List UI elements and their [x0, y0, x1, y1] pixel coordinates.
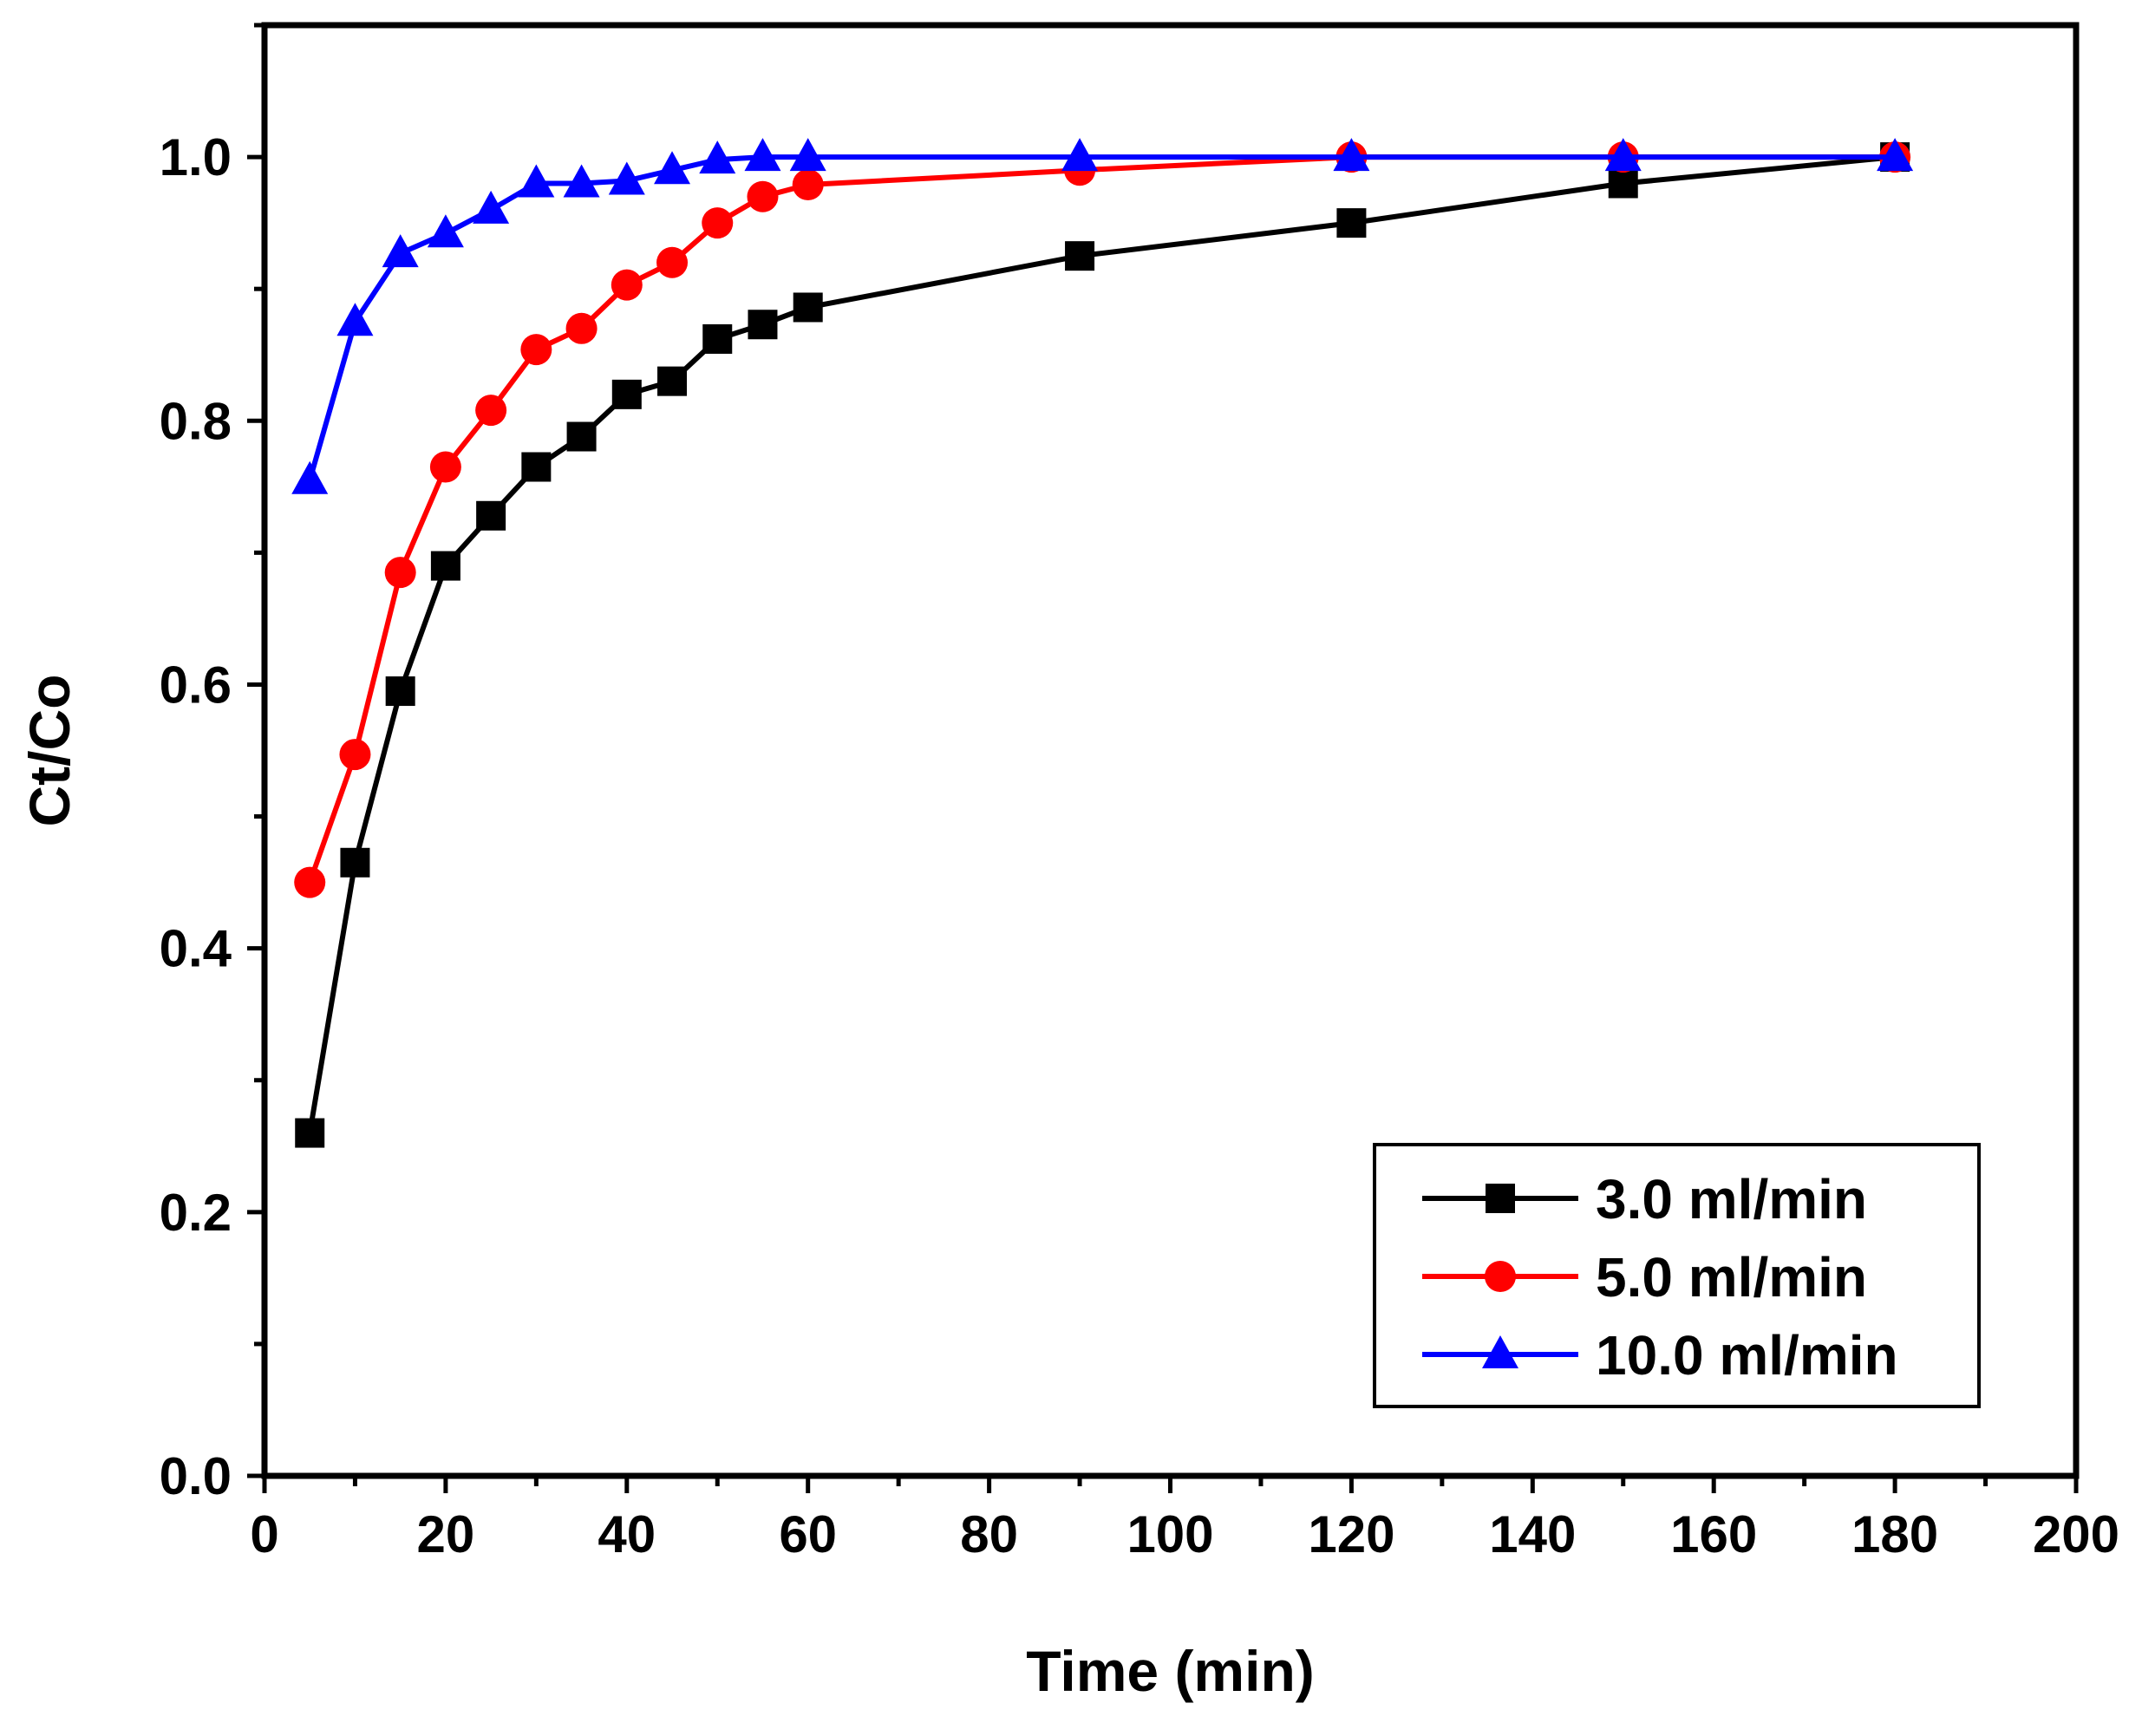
data-point	[336, 303, 374, 336]
x-tick-label: 100	[1127, 1505, 1213, 1563]
data-point	[656, 246, 689, 278]
data-point	[611, 379, 642, 409]
data-point	[521, 452, 552, 482]
x-tick-label: 180	[1851, 1505, 1938, 1563]
data-point	[744, 138, 781, 172]
y-tick-label: 0.4	[160, 920, 232, 978]
data-point	[339, 739, 371, 771]
y-tick-label: 0.6	[160, 656, 232, 714]
data-point	[747, 180, 779, 212]
data-point	[384, 557, 416, 589]
legend-item: 5.0 ml/min	[1422, 1246, 1867, 1309]
data-point	[789, 138, 826, 172]
data-point	[295, 1118, 325, 1148]
data-point	[654, 151, 691, 185]
data-point	[430, 551, 460, 581]
data-point	[1061, 138, 1099, 172]
data-point	[291, 460, 329, 494]
legend: 3.0 ml/min 5.0 ml/min 10.0 ml/min	[1373, 1143, 1981, 1408]
data-point	[563, 164, 600, 198]
y-tick-label: 1.0	[160, 128, 232, 186]
data-point	[520, 334, 552, 366]
series-line	[307, 154, 1896, 481]
data-point	[608, 161, 645, 195]
y-tick-label: 0.2	[160, 1184, 232, 1242]
y-tick-label: 0.8	[160, 392, 232, 450]
data-point	[429, 451, 461, 483]
y-tick-label: 0.0	[160, 1447, 232, 1505]
data-point	[702, 207, 734, 239]
x-tick-label: 200	[2033, 1505, 2119, 1563]
series-3	[291, 138, 1914, 494]
data-point	[1336, 208, 1367, 238]
x-tick-label: 140	[1489, 1505, 1576, 1563]
data-point	[427, 214, 464, 248]
data-point	[382, 234, 419, 268]
data-point	[340, 847, 370, 878]
data-point	[1877, 138, 1914, 172]
legend-label: 10.0 ml/min	[1596, 1324, 1898, 1387]
x-tick-label: 40	[598, 1505, 656, 1563]
data-point	[565, 312, 598, 344]
legend-marker	[1486, 1184, 1515, 1213]
x-tick-label: 80	[960, 1505, 1018, 1563]
legend-item: 10.0 ml/min	[1422, 1324, 1898, 1387]
data-point	[792, 169, 824, 201]
data-point	[566, 421, 597, 452]
data-point	[476, 500, 506, 531]
x-axis-title: Time (min)	[1026, 1639, 1314, 1703]
x-tick-label: 60	[779, 1505, 837, 1563]
legend-label: 3.0 ml/min	[1596, 1168, 1867, 1230]
legend-label: 5.0 ml/min	[1596, 1246, 1867, 1309]
series-line	[307, 154, 1896, 1134]
data-point	[611, 269, 643, 301]
series-1	[295, 142, 1910, 1148]
data-point	[475, 395, 507, 427]
legend-item: 3.0 ml/min	[1422, 1168, 1867, 1230]
data-point	[702, 323, 733, 354]
data-point	[1604, 138, 1642, 172]
data-point	[657, 366, 688, 396]
series-line	[307, 154, 1896, 884]
y-axis-title: Ct/Co	[17, 675, 82, 827]
data-point	[1333, 138, 1370, 172]
legend-marker	[1485, 1261, 1516, 1292]
data-point	[793, 292, 823, 323]
data-point	[699, 140, 736, 174]
x-tick-label: 120	[1308, 1505, 1394, 1563]
data-point	[1065, 241, 1095, 271]
data-point	[473, 190, 510, 224]
data-point	[1608, 168, 1638, 199]
data-point	[294, 866, 326, 898]
x-tick-label: 160	[1670, 1505, 1757, 1563]
data-point	[385, 676, 415, 707]
legend-marker	[1482, 1335, 1518, 1368]
axes-layer: 0 20 40 60 80 100 120 140 160 180 200 0.0 0.2 0.4 0.6 0…	[160, 22, 2119, 1563]
data-point	[748, 310, 778, 340]
series-layer	[291, 138, 1914, 1148]
x-tick-label: 20	[417, 1505, 475, 1563]
x-tick-label: 0	[250, 1505, 278, 1563]
data-point	[518, 164, 555, 198]
